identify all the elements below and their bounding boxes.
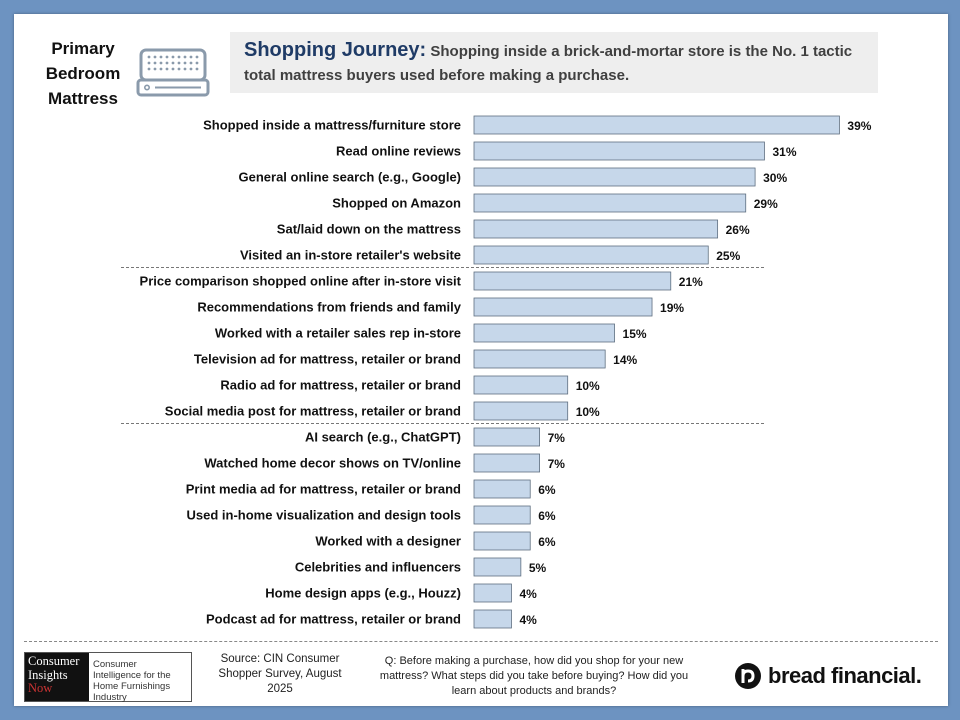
value-label: 4% [519,587,537,601]
value-label: 21% [679,275,703,289]
category-label: Worked with a retailer sales rep in-stor… [215,326,461,341]
category-label: Social media post for mattress, retailer… [165,404,461,419]
value-label: 7% [548,431,566,445]
mattress-icon [136,48,210,97]
bar [473,193,747,213]
header-body: Shopping inside a brick-and-mortar store… [244,43,853,84]
bar [473,479,531,499]
category-label: Shopped on Amazon [332,196,461,211]
cin-logo: Consumer Insights Now Consumer Intellige… [24,652,192,703]
bar [473,375,569,395]
source-note: Source: CIN Consumer Shopper Survey, Aug… [218,653,342,695]
value-label: 6% [538,483,556,497]
value-label: 19% [660,301,684,315]
footer-divider [24,641,938,642]
cin-logo-tagline: Consumer Intelligence for the Home Furni… [93,659,171,703]
bar [473,115,840,135]
category-label: General online search (e.g., Google) [239,170,462,185]
category-label: Sat/laid down on the mattress [277,222,461,237]
bar [473,245,709,265]
value-label: 7% [548,457,566,471]
value-label: 6% [538,535,556,549]
bread-logo-icon [735,663,761,689]
bar [473,427,540,447]
bar [473,583,512,603]
bar [473,219,719,239]
header-lead: Shopping Journey: [244,39,427,61]
value-label: 4% [519,613,537,627]
category-label: Celebrities and influencers [295,560,461,575]
category-label: Print media ad for mattress, retailer or… [186,482,461,497]
value-label: 14% [613,353,637,367]
category-label: Used in-home visualization and design to… [187,508,461,523]
value-label: 15% [623,327,647,341]
bread-logo-text: bread financial. [768,663,922,688]
category-label: Price comparison shopped online after in… [140,274,462,289]
bar [473,401,569,421]
bar-chart: Shopped inside a mattress/furniture stor… [121,115,872,629]
cin-logo-word-1: Consumer [28,654,80,668]
category-label: Recommendations from friends and family [197,300,461,315]
bar [473,349,606,369]
slide: Primary Bedroom Mattress Shopping Journe… [14,14,948,706]
value-label: 26% [726,223,750,237]
header-box: Shopping Journey: Shopping inside a bric… [230,32,878,93]
value-label: 29% [754,197,778,211]
category-label: Television ad for mattress, retailer or … [194,352,461,367]
category-label: Podcast ad for mattress, retailer or bra… [206,612,461,627]
category-label: AI search (e.g., ChatGPT) [305,430,461,445]
value-label: 10% [576,405,600,419]
value-label: 31% [772,145,796,159]
category-label: Read online reviews [336,144,461,159]
value-label: 5% [529,561,547,575]
category-label: Radio ad for mattress, retailer or brand [220,378,461,393]
bar [473,453,540,473]
value-label: 39% [847,119,871,133]
category-label: Shopped inside a mattress/furniture stor… [203,118,461,133]
bar [473,531,531,551]
category-label: Watched home decor shows on TV/online [204,456,461,471]
value-label: 30% [763,171,787,185]
header-text: Shopping Journey: Shopping inside a bric… [244,38,868,88]
value-label: 10% [576,379,600,393]
bar [473,323,615,343]
bar [473,505,531,525]
survey-question: Q: Before making a purchase, how did you… [379,655,689,697]
cin-logo-word-2: Insights [28,667,68,682]
category-label: Visited an in-store retailer's website [240,248,461,263]
corner-title: Primary Bedroom Mattress [45,39,121,108]
bar [473,297,653,317]
value-label: 25% [716,249,740,263]
cin-logo-word-3: Now [28,681,53,695]
bar [473,609,512,629]
bar [473,557,522,577]
value-label: 6% [538,509,556,523]
bar [473,271,672,291]
cin-logo-wordmark: Consumer Insights Now [25,653,89,701]
category-label: Worked with a designer [315,534,461,549]
category-label: Home design apps (e.g., Houzz) [265,586,461,601]
bar [473,167,756,187]
bread-financial-logo: bread financial. [734,659,922,693]
bar [473,141,765,161]
